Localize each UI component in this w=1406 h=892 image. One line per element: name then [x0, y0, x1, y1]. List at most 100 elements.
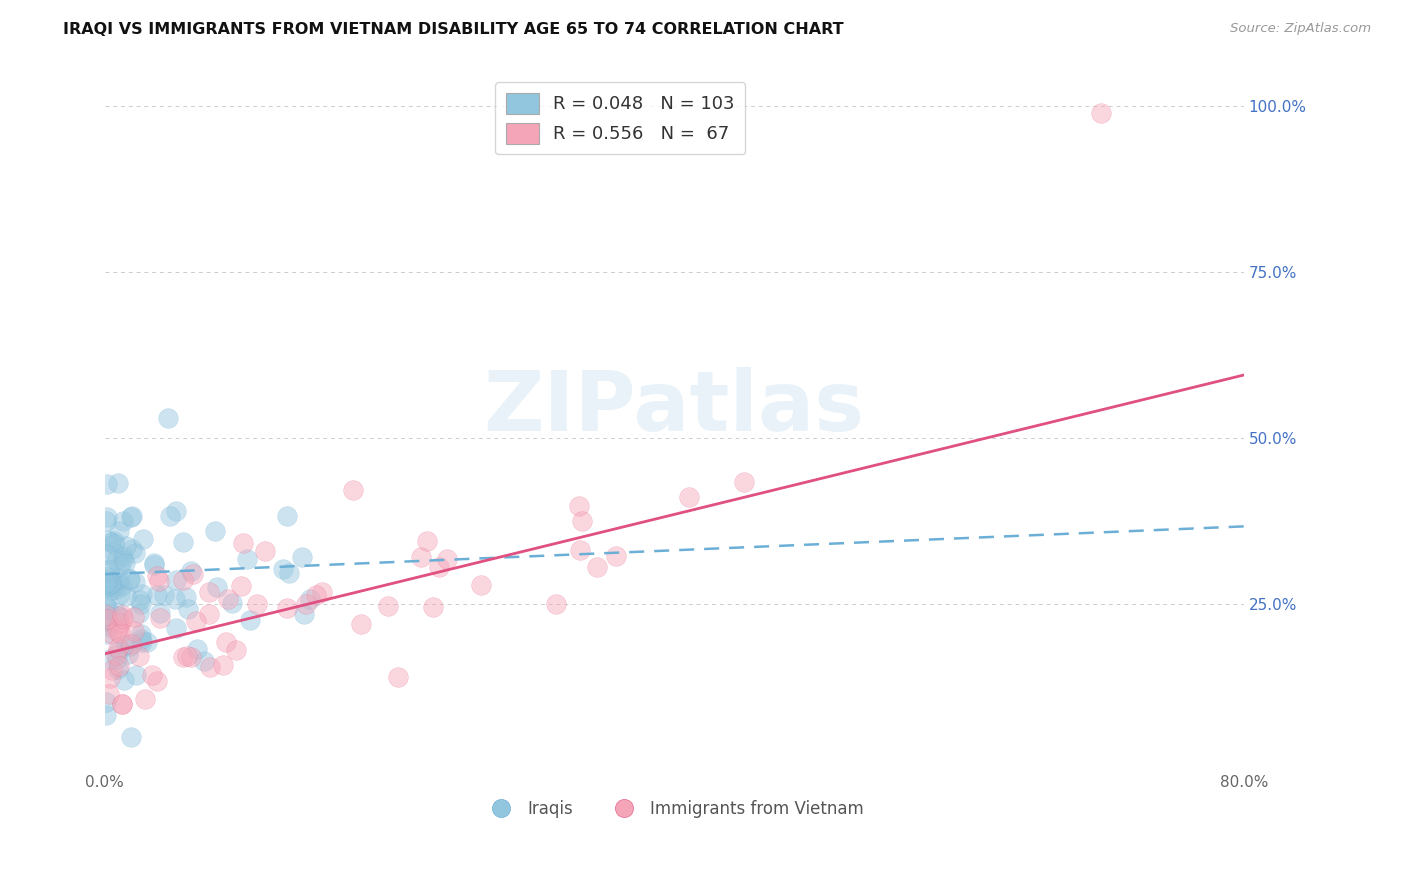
Point — [107, 621, 129, 635]
Point — [678, 490, 700, 504]
Point — [122, 624, 145, 638]
Point — [172, 535, 194, 549]
Point — [172, 650, 194, 665]
Point — [422, 599, 444, 614]
Point — [108, 643, 131, 657]
Point — [276, 509, 298, 524]
Point — [225, 643, 247, 657]
Point — [172, 574, 194, 588]
Point — [101, 579, 124, 593]
Point — [207, 580, 229, 594]
Point — [96, 612, 118, 626]
Point — [107, 624, 129, 639]
Point — [204, 524, 226, 539]
Point — [108, 609, 131, 624]
Point — [94, 592, 117, 607]
Point — [294, 598, 316, 612]
Point — [129, 632, 152, 646]
Point — [97, 573, 120, 587]
Point — [120, 509, 142, 524]
Point — [125, 667, 148, 681]
Point — [221, 596, 243, 610]
Point — [111, 697, 134, 711]
Point — [96, 476, 118, 491]
Point — [239, 613, 262, 627]
Point — [120, 637, 142, 651]
Point — [198, 660, 221, 674]
Point — [120, 730, 142, 744]
Point — [111, 697, 134, 711]
Point — [117, 647, 139, 661]
Point — [571, 514, 593, 528]
Point — [733, 475, 755, 490]
Point — [94, 707, 117, 722]
Point — [184, 614, 207, 628]
Point — [108, 658, 131, 673]
Point — [232, 536, 254, 550]
Point — [176, 649, 198, 664]
Point — [148, 574, 170, 588]
Point — [246, 598, 269, 612]
Point — [107, 662, 129, 676]
Point — [94, 547, 117, 561]
Point — [253, 543, 276, 558]
Point — [143, 558, 166, 573]
Point — [107, 641, 129, 656]
Point — [342, 483, 364, 497]
Point — [122, 610, 145, 624]
Point — [94, 514, 117, 528]
Point — [128, 593, 150, 607]
Point — [111, 549, 134, 563]
Text: IRAQI VS IMMIGRANTS FROM VIETNAM DISABILITY AGE 65 TO 74 CORRELATION CHART: IRAQI VS IMMIGRANTS FROM VIETNAM DISABIL… — [63, 22, 844, 37]
Point — [110, 558, 132, 573]
Point — [98, 577, 121, 591]
Point — [177, 602, 200, 616]
Point — [436, 551, 458, 566]
Point — [311, 585, 333, 599]
Point — [97, 602, 120, 616]
Point — [159, 508, 181, 523]
Point — [94, 576, 117, 591]
Point — [377, 599, 399, 613]
Point — [165, 621, 187, 635]
Point — [98, 652, 121, 666]
Point — [350, 616, 373, 631]
Point — [115, 589, 138, 603]
Point — [544, 597, 567, 611]
Text: Source: ZipAtlas.com: Source: ZipAtlas.com — [1230, 22, 1371, 36]
Point — [198, 585, 221, 599]
Point — [585, 560, 607, 574]
Point — [104, 648, 127, 663]
Point — [94, 607, 117, 622]
Point — [94, 563, 117, 577]
Point — [128, 649, 150, 664]
Point — [214, 635, 236, 649]
Point — [165, 504, 187, 518]
Point — [108, 524, 131, 538]
Point — [100, 535, 122, 549]
Point — [141, 668, 163, 682]
Point — [105, 553, 128, 567]
Point — [112, 552, 135, 566]
Point — [180, 649, 202, 664]
Point — [100, 576, 122, 591]
Point — [107, 574, 129, 589]
Point — [111, 608, 134, 623]
Point — [104, 605, 127, 619]
Point — [97, 577, 120, 591]
Point — [105, 652, 128, 666]
Point — [98, 687, 121, 701]
Point — [134, 692, 156, 706]
Point — [273, 562, 295, 576]
Point — [149, 611, 172, 625]
Point — [96, 533, 118, 548]
Point — [118, 572, 141, 586]
Point — [146, 568, 169, 582]
Point — [103, 536, 125, 550]
Point — [112, 673, 135, 687]
Point — [427, 559, 450, 574]
Point — [121, 541, 143, 556]
Point — [120, 639, 142, 653]
Point — [103, 534, 125, 549]
Point — [124, 575, 146, 590]
